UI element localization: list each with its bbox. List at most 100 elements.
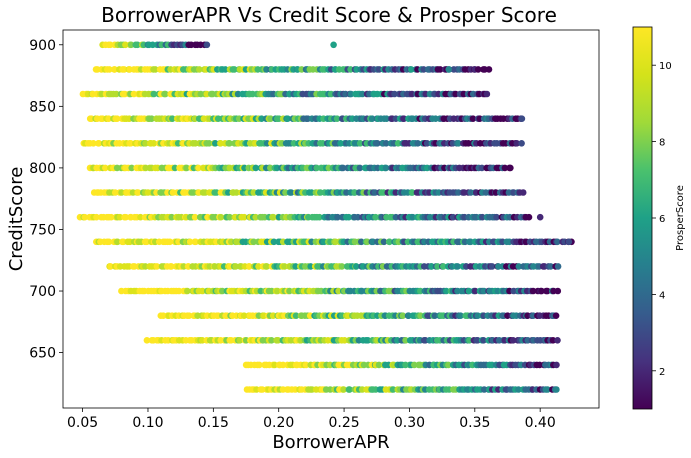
scatter-point (374, 140, 381, 147)
scatter-point (162, 90, 169, 98)
scatter-point (286, 287, 293, 295)
y-tick-label: 900 (29, 38, 56, 54)
scatter-point (175, 287, 183, 295)
scatter-point (554, 337, 561, 344)
scatter-point (267, 115, 275, 122)
scatter-point (114, 238, 121, 246)
scatter-point (169, 115, 176, 122)
scatter-point (143, 337, 151, 344)
plot-frame (62, 29, 600, 409)
scatter-points (76, 41, 575, 393)
scatter-point (90, 140, 97, 147)
scatter-point (236, 337, 244, 344)
scatter-point (258, 115, 265, 122)
scatter-point (106, 66, 113, 73)
scatter-point (192, 238, 199, 246)
x-tick-label: 0.25 (328, 415, 359, 431)
scatter-point (137, 213, 144, 221)
scatter-point (386, 238, 393, 246)
scatter-point (219, 287, 226, 295)
scatter-point (507, 164, 514, 172)
scatter-point (217, 213, 225, 221)
scatter-point (111, 66, 118, 73)
scatter-point (538, 287, 545, 295)
scatter-point (391, 90, 398, 98)
x-tick-label: 0.20 (263, 415, 294, 431)
y-tick-label: 700 (29, 284, 56, 300)
scatter-point (339, 164, 347, 172)
y-axis-label: CreditScore (6, 167, 27, 272)
scatter-point (483, 90, 491, 98)
x-tick-label: 0.15 (198, 415, 229, 431)
scatter-point (399, 312, 407, 320)
scatter-point (191, 213, 199, 221)
scatter-point (529, 287, 537, 295)
scatter-point (107, 213, 115, 221)
scatter-point (553, 386, 560, 393)
scatter-point (389, 386, 397, 393)
scatter-point (519, 189, 527, 196)
scatter-point (105, 115, 112, 122)
scatter-point (330, 41, 337, 49)
scatter-point (148, 115, 155, 122)
scatter-point (199, 287, 206, 295)
scatter-point (256, 361, 263, 369)
x-tick-label: 0.30 (394, 415, 425, 431)
scatter-point (465, 287, 473, 295)
scatter-point (152, 66, 159, 73)
colorbar-tick-label: 2 (659, 367, 665, 378)
scatter-point (518, 140, 525, 147)
scatter-point (536, 213, 544, 221)
y-axis: 650 700 750 800 850 900 (29, 38, 63, 362)
scatter-point (316, 213, 323, 221)
y-tick-label: 800 (29, 161, 56, 177)
scatter-point (554, 287, 562, 295)
y-tick-label: 850 (29, 99, 56, 115)
scatter-point (515, 263, 523, 270)
scatter-point (226, 213, 233, 221)
scatter-point (469, 115, 477, 122)
chart-title: BorrowerAPR Vs Credit Score & Prosper Sc… (101, 3, 557, 27)
y-tick-label: 650 (29, 346, 56, 362)
scatter-point (122, 41, 129, 49)
scatter-point (346, 386, 353, 393)
scatter-point (120, 66, 128, 73)
scatter-point (554, 238, 561, 246)
scatter-point (134, 189, 142, 196)
scatter-point (382, 164, 390, 172)
y-tick-label: 750 (29, 222, 56, 238)
scatter-point (287, 189, 295, 196)
scatter-point (525, 213, 533, 221)
scatter-point (375, 361, 383, 369)
scatter-point (184, 287, 191, 295)
scatter-point (394, 140, 402, 147)
scatter-point (353, 263, 360, 270)
x-tick-label: 0.40 (525, 415, 556, 431)
scatter-point (241, 213, 248, 221)
scatter-point (440, 263, 447, 270)
scatter-point (474, 66, 482, 73)
scatter-point (127, 41, 135, 49)
scatter-point (166, 238, 174, 246)
scatter-point (565, 238, 573, 246)
scatter-point (544, 287, 551, 295)
scatter-point (408, 90, 416, 98)
scatter-point (233, 189, 240, 196)
scatter-point (434, 263, 441, 270)
colorbar-tick-label: 4 (659, 290, 665, 301)
scatter-point (553, 361, 560, 369)
scatter-point (274, 337, 282, 344)
scatter-point (455, 140, 462, 147)
scatter-point (195, 164, 202, 172)
scatter-point (423, 140, 431, 147)
scatter-point (478, 164, 486, 172)
scatter-point (515, 386, 522, 393)
colorbar-ticks: 2 4 6 8 10 (652, 61, 672, 378)
scatter-point (436, 66, 444, 73)
scatter-point (445, 66, 453, 73)
scatter-point (240, 312, 248, 320)
scatter-point (547, 263, 554, 270)
scatter-point (281, 263, 288, 270)
scatter-point (113, 115, 121, 122)
scatter-point (488, 263, 496, 270)
